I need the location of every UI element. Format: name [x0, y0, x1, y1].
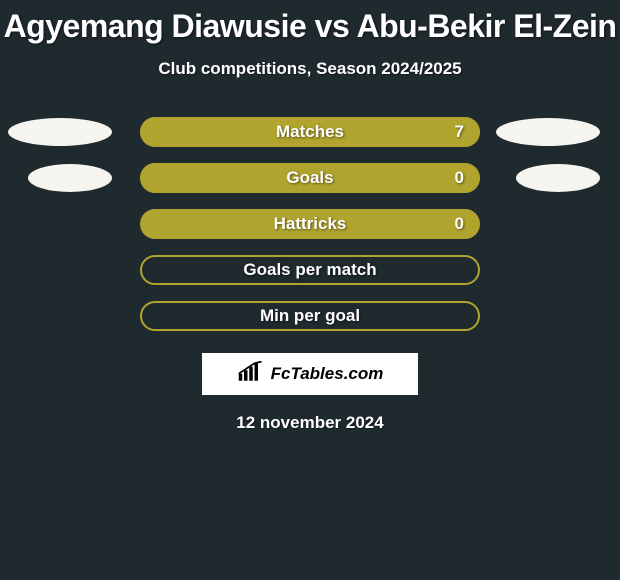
- stat-rows: Matches 7 Goals 0 Hattricks 0: [0, 117, 620, 331]
- player-left-marker: [8, 118, 112, 146]
- stat-row: Hattricks 0: [0, 209, 620, 239]
- chart-icon: [237, 361, 265, 388]
- branding-text: FcTables.com: [271, 364, 384, 384]
- stat-bar: Min per goal: [140, 301, 480, 331]
- stat-label: Matches: [140, 117, 480, 147]
- stat-value: 7: [455, 117, 464, 147]
- stat-label: Goals: [140, 163, 480, 193]
- page-title: Agyemang Diawusie vs Abu-Bekir El-Zein: [0, 0, 620, 45]
- generation-date: 12 november 2024: [0, 413, 620, 433]
- player-left-marker: [28, 164, 112, 192]
- stat-bar: Goals per match: [140, 255, 480, 285]
- stat-row: Matches 7: [0, 117, 620, 147]
- stat-value: 0: [455, 163, 464, 193]
- branding-badge: FcTables.com: [202, 353, 418, 395]
- stat-row: Goals per match: [0, 255, 620, 285]
- stat-row: Min per goal: [0, 301, 620, 331]
- stat-label: Hattricks: [140, 209, 480, 239]
- stat-bar: Hattricks 0: [140, 209, 480, 239]
- stat-label: Goals per match: [142, 257, 478, 283]
- stat-bar: Matches 7: [140, 117, 480, 147]
- page-subtitle: Club competitions, Season 2024/2025: [0, 59, 620, 79]
- stat-bar: Goals 0: [140, 163, 480, 193]
- stat-row: Goals 0: [0, 163, 620, 193]
- player-right-marker: [496, 118, 600, 146]
- stat-value: 0: [455, 209, 464, 239]
- player-right-marker: [516, 164, 600, 192]
- stat-label: Min per goal: [142, 303, 478, 329]
- comparison-infographic: Agyemang Diawusie vs Abu-Bekir El-Zein C…: [0, 0, 620, 580]
